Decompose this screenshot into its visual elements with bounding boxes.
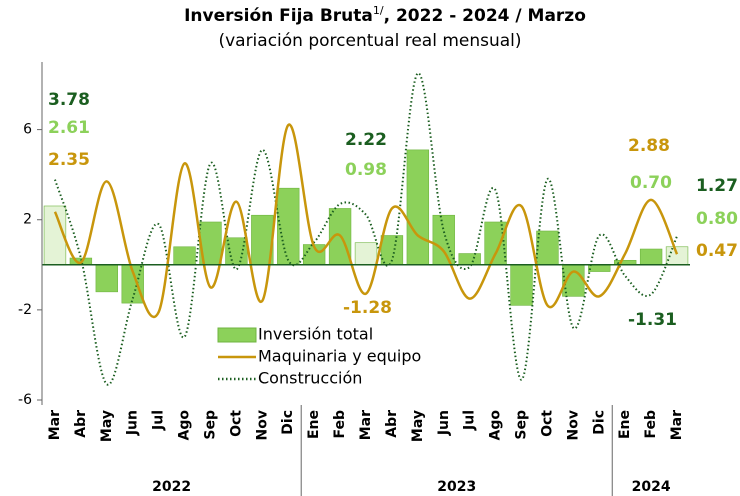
x-tick-label: Dic xyxy=(591,410,607,435)
x-tick-label: Ene xyxy=(306,410,322,439)
bar xyxy=(406,149,430,266)
bar xyxy=(665,246,689,266)
y-tick-label: 6 xyxy=(23,122,32,138)
x-tick-label: Jul xyxy=(151,410,167,431)
bar xyxy=(173,246,196,266)
year-label: 2023 xyxy=(437,479,476,495)
data-label: 2.88 xyxy=(628,136,670,156)
bar xyxy=(458,253,481,266)
bar xyxy=(484,221,507,266)
year-label: 2024 xyxy=(632,479,671,495)
legend-label: Inversión total xyxy=(258,325,373,344)
data-label: -1.28 xyxy=(343,298,392,318)
bar xyxy=(639,248,663,266)
bar xyxy=(510,264,533,306)
data-label: 3.78 xyxy=(48,90,90,110)
x-tick-label: Feb xyxy=(332,410,348,439)
data-label: 0.80 xyxy=(696,209,738,229)
x-tick-label: May xyxy=(410,410,426,442)
x-tick-label: Mar xyxy=(669,410,685,440)
bar xyxy=(354,242,378,266)
data-label: 0.70 xyxy=(630,173,672,193)
line xyxy=(54,72,678,386)
year-label: 2022 xyxy=(152,479,191,495)
data-label: -1.31 xyxy=(628,310,677,330)
data-label: 2.22 xyxy=(345,130,387,150)
x-tick-label: Abr xyxy=(73,410,89,438)
data-label: 0.47 xyxy=(696,241,738,261)
x-tick-label: Oct xyxy=(539,410,555,437)
line xyxy=(53,123,679,319)
title-rest: , 2022 - 2024 / Marzo xyxy=(384,6,586,26)
bar xyxy=(277,187,300,266)
x-tick-label: Sep xyxy=(514,410,530,440)
legend-label: Construcción xyxy=(258,369,362,388)
x-tick-label: Jul xyxy=(462,410,478,431)
chart-subtitle: (variación porcentual real mensual) xyxy=(218,31,521,51)
x-tick-label: Nov xyxy=(254,410,270,440)
x-tick-label: Abr xyxy=(384,410,400,438)
title-main: Inversión Fija Bruta xyxy=(184,6,373,26)
bar xyxy=(432,214,455,266)
legend-label: Maquinaria y equipo xyxy=(258,347,421,366)
y-tick-label: -2 xyxy=(18,302,32,318)
x-tick-label: Ene xyxy=(617,410,633,439)
x-tick-label: Sep xyxy=(202,410,218,440)
y-tick-label: 2 xyxy=(23,212,32,228)
title-note: 1/ xyxy=(373,4,384,17)
x-tick-label: Feb xyxy=(643,410,659,439)
x-tick-label: Jun xyxy=(436,410,452,436)
data-label: 2.61 xyxy=(48,118,90,138)
data-label: 2.35 xyxy=(48,150,90,170)
x-tick-label: Jun xyxy=(125,410,141,436)
legend-swatch xyxy=(217,327,257,343)
bar xyxy=(588,264,611,272)
chart-title: Inversión Fija Bruta1/, 2022 - 2024 / Ma… xyxy=(184,4,586,26)
data-label: 0.98 xyxy=(345,160,387,180)
x-tick-label: Nov xyxy=(565,410,581,440)
x-tick-label: May xyxy=(99,410,115,442)
x-tick-label: Ago xyxy=(177,410,193,441)
bar xyxy=(536,230,559,266)
bar xyxy=(95,264,118,293)
x-tick-label: Mar xyxy=(358,410,374,440)
x-tick-label: Ago xyxy=(488,410,504,441)
x-tick-label: Oct xyxy=(228,410,244,437)
data-label: 1.27 xyxy=(696,176,738,196)
y-tick-label: -6 xyxy=(18,392,32,408)
x-tick-label: Dic xyxy=(280,410,296,435)
x-tick-label: Mar xyxy=(47,410,63,440)
